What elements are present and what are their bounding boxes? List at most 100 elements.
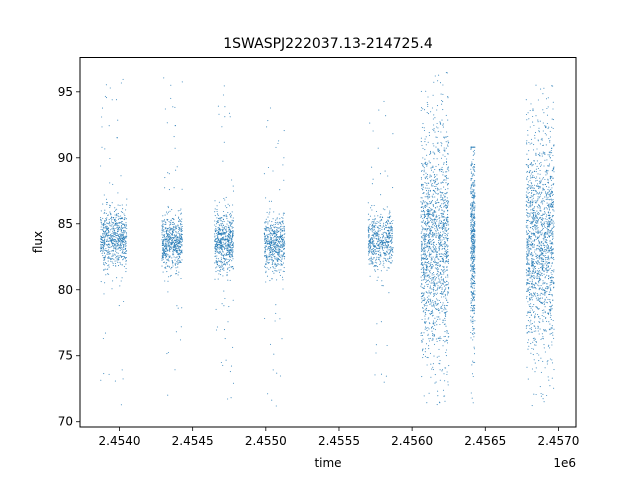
data-point: [279, 230, 281, 232]
data-point: [177, 258, 179, 260]
data-point: [232, 346, 234, 348]
data-point: [433, 182, 435, 184]
data-point: [264, 252, 266, 254]
data-point: [368, 218, 370, 220]
data-point: [474, 205, 476, 207]
data-point: [444, 175, 446, 177]
data-point: [274, 250, 276, 252]
data-point: [369, 247, 371, 249]
data-point: [440, 141, 442, 144]
data-point: [389, 237, 391, 239]
data-point: [472, 264, 474, 266]
data-point: [428, 290, 430, 292]
data-point: [162, 241, 164, 243]
data-point: [102, 229, 104, 231]
data-point: [430, 153, 432, 155]
data-point: [432, 251, 435, 253]
data-point: [179, 242, 181, 244]
data-point: [174, 248, 176, 250]
data-point: [470, 210, 473, 212]
data-point: [269, 241, 271, 243]
data-point: [267, 166, 270, 169]
data-point: [443, 206, 445, 208]
data-point: [472, 375, 474, 378]
data-point: [164, 108, 166, 110]
data-point: [425, 276, 427, 278]
data-point: [375, 245, 377, 247]
data-point: [223, 236, 225, 238]
data-point: [280, 238, 282, 240]
data-point: [422, 226, 424, 228]
data-point: [472, 267, 474, 269]
data-point: [440, 131, 442, 133]
data-point: [424, 215, 426, 217]
data-point: [441, 103, 443, 105]
data-point: [425, 247, 427, 249]
data-point: [473, 166, 475, 168]
data-point: [420, 206, 422, 209]
data-point: [108, 240, 110, 242]
data-point: [440, 253, 442, 255]
data-point: [442, 265, 444, 267]
data-point: [434, 117, 436, 119]
data-point: [100, 221, 102, 223]
data-point: [424, 176, 426, 178]
data-point: [424, 322, 426, 324]
data-point: [105, 231, 107, 233]
data-point: [439, 217, 441, 219]
data-point: [119, 261, 121, 263]
data-point: [110, 259, 112, 261]
data-point: [430, 111, 432, 113]
data-point: [433, 158, 435, 160]
data-point: [167, 211, 169, 213]
data-point: [161, 221, 163, 223]
data-point: [425, 217, 428, 220]
data-point: [165, 267, 167, 269]
data-point: [162, 250, 165, 252]
data-point: [282, 244, 284, 246]
data-point: [167, 232, 169, 235]
data-point: [447, 145, 449, 147]
data-point: [471, 191, 473, 193]
data-point: [179, 253, 181, 255]
data-point: [269, 226, 272, 228]
data-point: [446, 280, 448, 283]
data-point: [224, 236, 226, 238]
data-point: [123, 231, 125, 233]
data-point: [424, 237, 426, 240]
data-point: [281, 338, 283, 340]
data-point: [277, 254, 279, 256]
data-point: [375, 258, 378, 260]
data-point: [181, 81, 183, 83]
data-point: [217, 236, 219, 238]
data-point: [432, 369, 434, 371]
data-point: [438, 274, 440, 276]
data-point: [121, 234, 123, 236]
data-point: [162, 247, 164, 249]
data-point: [171, 260, 173, 262]
data-point: [385, 241, 387, 243]
data-point: [275, 265, 278, 267]
data-point: [165, 244, 167, 246]
data-point: [125, 225, 127, 227]
data-point: [225, 233, 227, 235]
data-point: [222, 245, 224, 247]
data-point: [422, 279, 424, 281]
data-point: [420, 332, 422, 334]
data-point: [421, 245, 423, 247]
data-point: [174, 234, 176, 236]
data-point: [164, 267, 166, 269]
data-point: [428, 226, 430, 228]
data-point: [283, 227, 285, 229]
data-point: [424, 207, 426, 209]
data-point: [103, 194, 105, 196]
data-point: [280, 245, 282, 247]
data-point: [163, 235, 165, 237]
data-point: [121, 369, 123, 371]
data-point: [446, 256, 448, 258]
data-point: [225, 258, 227, 260]
data-point: [101, 126, 103, 128]
data-point: [108, 256, 110, 258]
data-point: [221, 252, 223, 255]
data-point: [171, 209, 173, 211]
